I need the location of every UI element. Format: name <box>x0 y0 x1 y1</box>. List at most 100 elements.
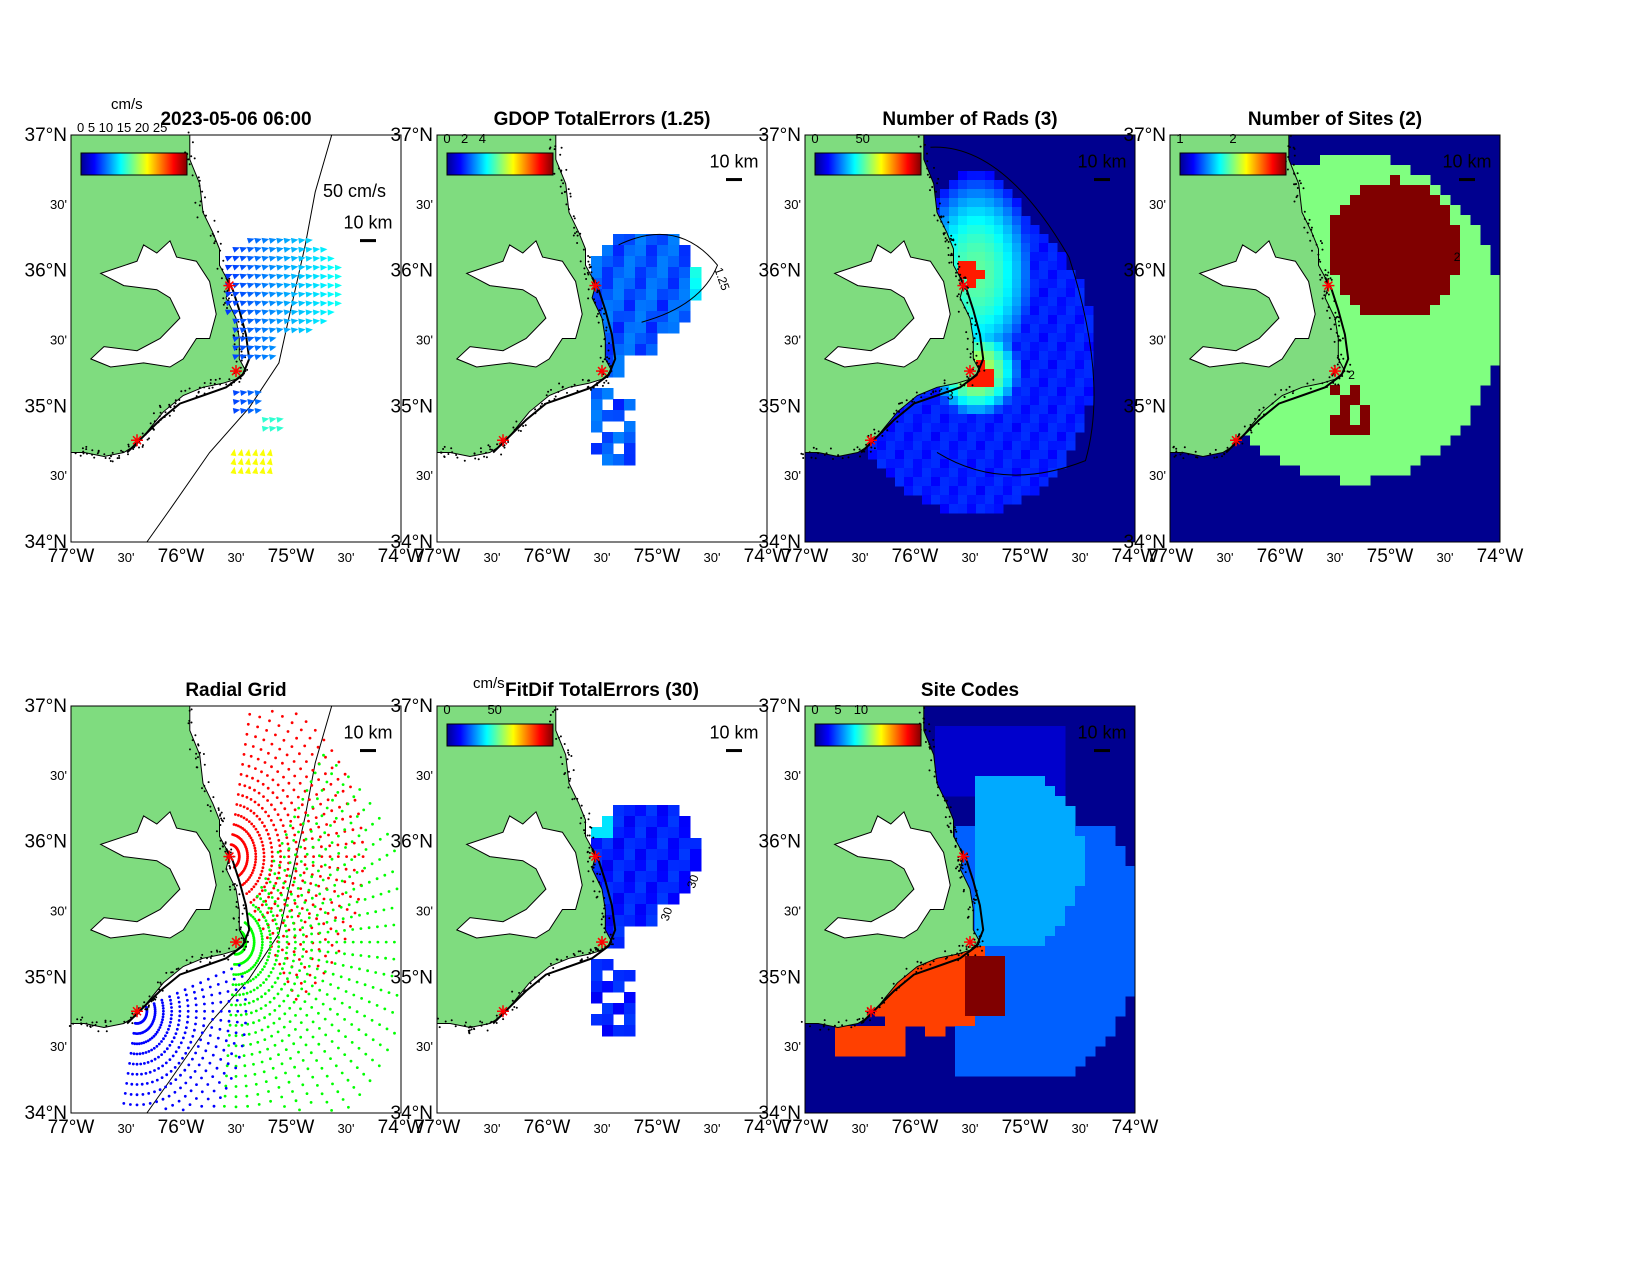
grid-point <box>325 993 329 996</box>
coast-dot <box>240 350 243 353</box>
grid-point <box>276 992 280 996</box>
y-tick-label: 34°N <box>391 532 433 553</box>
grid-point <box>319 802 322 806</box>
cell <box>985 966 996 977</box>
cell <box>1003 369 1013 379</box>
cell <box>1012 477 1022 487</box>
coast-dot <box>931 186 934 188</box>
cell <box>1048 279 1058 289</box>
vector-arrow <box>239 345 248 352</box>
cell <box>975 886 986 897</box>
cell <box>994 216 1004 226</box>
coast-dot <box>479 447 482 450</box>
cell <box>1015 956 1026 967</box>
cell <box>1360 245 1371 256</box>
grid-point <box>256 779 260 783</box>
coast-dot <box>606 356 609 359</box>
cell <box>1470 245 1481 256</box>
cell <box>624 849 636 861</box>
grid-point <box>186 1004 190 1008</box>
coast-dot <box>171 971 174 974</box>
vector-arrow <box>232 255 240 262</box>
coast-dot <box>91 449 94 452</box>
grid-point <box>329 1057 332 1060</box>
cell <box>1030 468 1040 478</box>
cell <box>1057 351 1067 361</box>
grid-point <box>282 962 286 965</box>
cell <box>975 946 986 957</box>
cell <box>1450 275 1461 286</box>
grid-point <box>286 896 290 900</box>
grid-point <box>143 1062 146 1065</box>
cell <box>624 333 636 345</box>
grid-point <box>313 981 317 985</box>
cell <box>1066 342 1076 352</box>
coast-dot <box>568 779 571 782</box>
cell <box>1360 225 1371 236</box>
grid-point <box>293 808 297 812</box>
cell <box>1057 270 1067 280</box>
grid-point <box>310 837 314 840</box>
cell <box>1290 455 1301 466</box>
coast-dot <box>219 824 222 826</box>
grid-point <box>268 1000 272 1004</box>
grid-point <box>324 847 328 851</box>
vector-arrow <box>254 255 262 262</box>
cell <box>1057 450 1067 460</box>
coast-dot <box>609 933 612 936</box>
cell <box>958 270 968 280</box>
vector-arrow <box>276 264 284 271</box>
coast-dot <box>1215 456 1218 459</box>
coast-dot <box>203 763 206 766</box>
coast-dot <box>1342 357 1345 360</box>
coast-dot <box>598 890 601 893</box>
cell <box>904 405 914 415</box>
vector-arrow <box>268 291 277 298</box>
coast-dot <box>524 424 527 427</box>
cell <box>1320 455 1331 466</box>
cell <box>965 956 976 967</box>
grid-point <box>267 1090 270 1093</box>
cell <box>1015 806 1026 817</box>
cell <box>1048 351 1058 361</box>
coast-dot <box>590 271 593 274</box>
grid-point <box>270 765 273 769</box>
vector-arrow <box>305 273 313 280</box>
cell <box>1030 414 1040 424</box>
coast-dot <box>203 784 206 787</box>
cell <box>995 896 1006 907</box>
grid-point <box>318 892 322 896</box>
grid-point <box>318 940 322 944</box>
grid-point <box>254 1082 258 1086</box>
grid-point <box>236 1009 240 1013</box>
cell <box>1350 325 1361 336</box>
grid-point <box>287 855 291 858</box>
cell <box>1450 365 1461 376</box>
coast-dot <box>553 148 556 151</box>
cell <box>1460 255 1471 266</box>
grid-point <box>267 989 271 992</box>
grid-point <box>242 805 246 809</box>
cell <box>1280 435 1291 446</box>
coast-dot <box>240 937 243 940</box>
cell <box>1400 425 1411 436</box>
cell <box>1290 425 1301 436</box>
coast-dot <box>592 866 595 869</box>
grid-point <box>303 881 307 884</box>
cell <box>1390 335 1401 346</box>
grid-point <box>371 895 375 899</box>
grid-point <box>294 869 298 873</box>
cell <box>690 278 702 290</box>
cell <box>1350 215 1361 226</box>
cell <box>1012 414 1022 424</box>
cell <box>1045 896 1056 907</box>
grid-point <box>370 1018 374 1022</box>
coast-dot <box>973 337 976 340</box>
grid-point <box>323 863 327 867</box>
cell <box>1045 746 1056 757</box>
cell <box>1015 756 1026 767</box>
coast-dot <box>812 446 815 449</box>
grid-point <box>258 715 262 719</box>
grid-point <box>144 1072 148 1075</box>
cell <box>1360 285 1371 296</box>
